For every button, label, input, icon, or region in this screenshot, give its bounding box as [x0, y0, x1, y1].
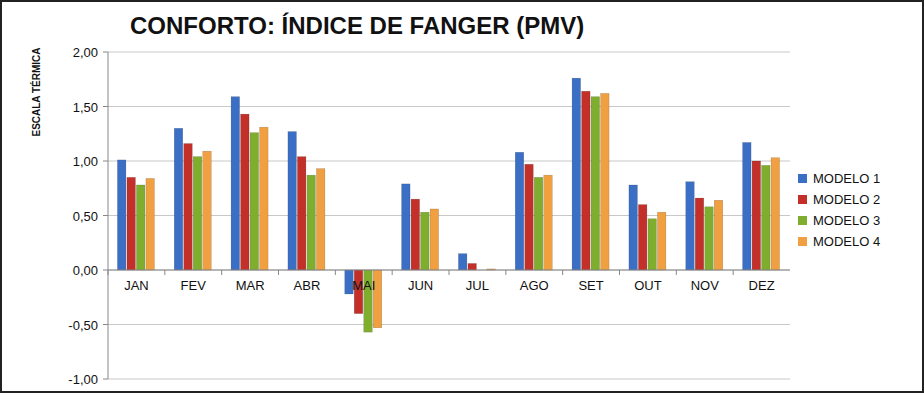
frame	[1, 1, 923, 392]
category-label: DEZ	[749, 278, 775, 293]
tick-mark	[103, 324, 108, 325]
bar	[629, 185, 638, 270]
bar	[743, 142, 752, 270]
category-tick	[449, 270, 450, 275]
bar	[468, 263, 477, 270]
bar	[288, 132, 297, 270]
y-axis	[108, 52, 109, 379]
bar	[184, 144, 193, 270]
legend-label: MODELO 2	[813, 192, 880, 207]
bar	[714, 200, 723, 270]
grid-line	[108, 106, 790, 107]
tick-label: -1,00	[68, 372, 98, 387]
category-label: OUT	[634, 278, 662, 293]
title: CONFORTO: ÍNDICE DE FANGER (PMV)	[130, 12, 584, 39]
bar	[127, 177, 135, 270]
bar	[411, 199, 420, 270]
category-tick	[164, 270, 165, 275]
tick-mark	[103, 215, 108, 216]
category-tick	[221, 270, 222, 275]
bar	[686, 182, 695, 270]
category-label: ABR	[294, 278, 321, 293]
legend-label: MODELO 1	[813, 171, 880, 186]
bars	[117, 78, 779, 332]
category-label: AGO	[520, 278, 549, 293]
category-tick	[562, 270, 563, 275]
category-tick	[108, 270, 109, 275]
bar	[260, 127, 269, 270]
category-tick	[392, 270, 393, 275]
bar	[458, 254, 467, 270]
bar	[638, 205, 647, 270]
bar	[430, 209, 439, 270]
tick-label: -0,50	[68, 318, 98, 333]
tick-label: 1,00	[73, 154, 98, 169]
grid-line	[108, 379, 790, 380]
bar	[316, 169, 325, 270]
bar	[591, 97, 600, 270]
category-label: JUL	[466, 278, 489, 293]
bar	[174, 128, 183, 270]
category-label: FEV	[181, 278, 207, 293]
category-label: NOV	[691, 278, 720, 293]
category-tick	[505, 270, 506, 275]
background	[0, 0, 924, 393]
grid-line	[108, 52, 790, 53]
category-label: JUN	[408, 278, 433, 293]
category-tick	[335, 270, 336, 275]
bar	[297, 157, 306, 270]
y-axis-label: ESCALA TÉRMICA	[30, 47, 42, 136]
bar	[534, 177, 543, 270]
bar	[193, 157, 202, 270]
bar	[544, 175, 553, 270]
legend-swatch	[798, 237, 807, 246]
tick-label: 1,50	[73, 100, 98, 115]
category-tick	[676, 270, 677, 275]
bar	[421, 212, 430, 270]
legend-swatch	[798, 195, 807, 204]
tick-label: 0,00	[73, 263, 98, 278]
legend-label: MODELO 4	[813, 234, 880, 249]
tick-mark	[103, 161, 108, 162]
grid-line	[108, 324, 790, 325]
bar	[525, 164, 534, 270]
bar	[203, 151, 212, 270]
bar	[231, 97, 240, 270]
bar	[582, 91, 591, 270]
legend-swatch	[798, 174, 807, 183]
bar	[307, 175, 316, 270]
category-label: JAN	[124, 278, 149, 293]
category-tick	[733, 270, 734, 275]
bar	[705, 207, 714, 270]
bar	[695, 198, 704, 270]
bar	[762, 165, 771, 270]
category-tick	[619, 270, 620, 275]
bar	[146, 178, 155, 270]
legend-label: MODELO 3	[813, 213, 880, 228]
bar	[136, 185, 145, 270]
tick-label: 2,00	[73, 45, 98, 60]
bar	[771, 158, 780, 270]
tick-mark	[103, 379, 108, 380]
tick-mark	[103, 270, 108, 271]
tick-mark	[103, 106, 108, 107]
category-tick	[278, 270, 279, 275]
legend-swatch	[798, 216, 807, 225]
bar	[648, 219, 657, 270]
bar	[241, 114, 250, 270]
bar	[250, 133, 258, 270]
bar	[657, 212, 666, 270]
chart: CONFORTO: ÍNDICE DE FANGER (PMV) ESCALA T…	[0, 0, 924, 393]
bar	[515, 152, 524, 270]
tick-label: 0,50	[73, 209, 98, 224]
bar	[752, 161, 761, 270]
bar	[402, 184, 411, 270]
bar	[572, 78, 581, 270]
bar	[117, 160, 126, 270]
tick-mark	[103, 52, 108, 53]
category-label: MAI	[352, 278, 375, 293]
bar	[601, 93, 610, 270]
category-label: MAR	[236, 278, 265, 293]
category-label: SET	[578, 278, 603, 293]
